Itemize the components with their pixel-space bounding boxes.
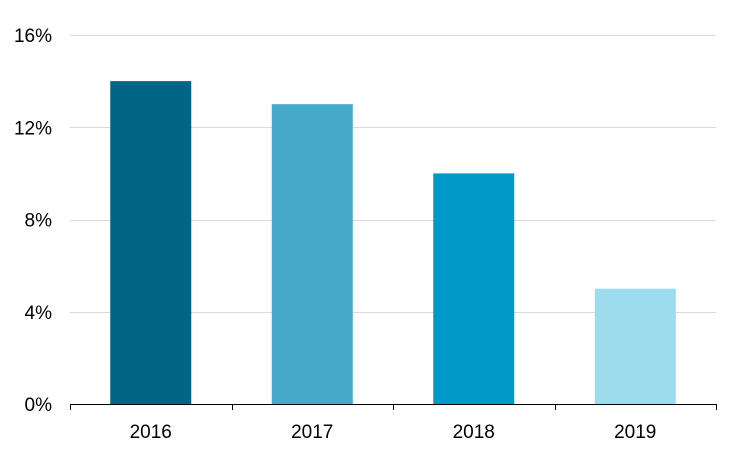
x-tick-label: 2017 xyxy=(291,422,333,443)
y-tick-label: 4% xyxy=(25,303,53,324)
x-axis-tick-labels: 2016 2017 2018 2019 xyxy=(130,422,657,443)
y-tick-label: 0% xyxy=(25,395,53,416)
y-axis-tick-labels: 0% 4% 8% 12% 16% xyxy=(14,26,52,416)
bar-2017 xyxy=(271,104,353,404)
x-axis xyxy=(70,404,717,410)
x-tick-label: 2019 xyxy=(614,422,656,443)
y-tick-label: 8% xyxy=(25,211,53,232)
bar-2016 xyxy=(110,81,192,404)
bar-2018 xyxy=(433,173,515,404)
bar-2019 xyxy=(594,288,676,404)
x-tick-label: 2016 xyxy=(130,422,172,443)
y-tick-label: 16% xyxy=(14,26,52,47)
bars xyxy=(110,81,676,404)
y-tick-label: 12% xyxy=(14,118,52,139)
x-tick-label: 2018 xyxy=(453,422,495,443)
